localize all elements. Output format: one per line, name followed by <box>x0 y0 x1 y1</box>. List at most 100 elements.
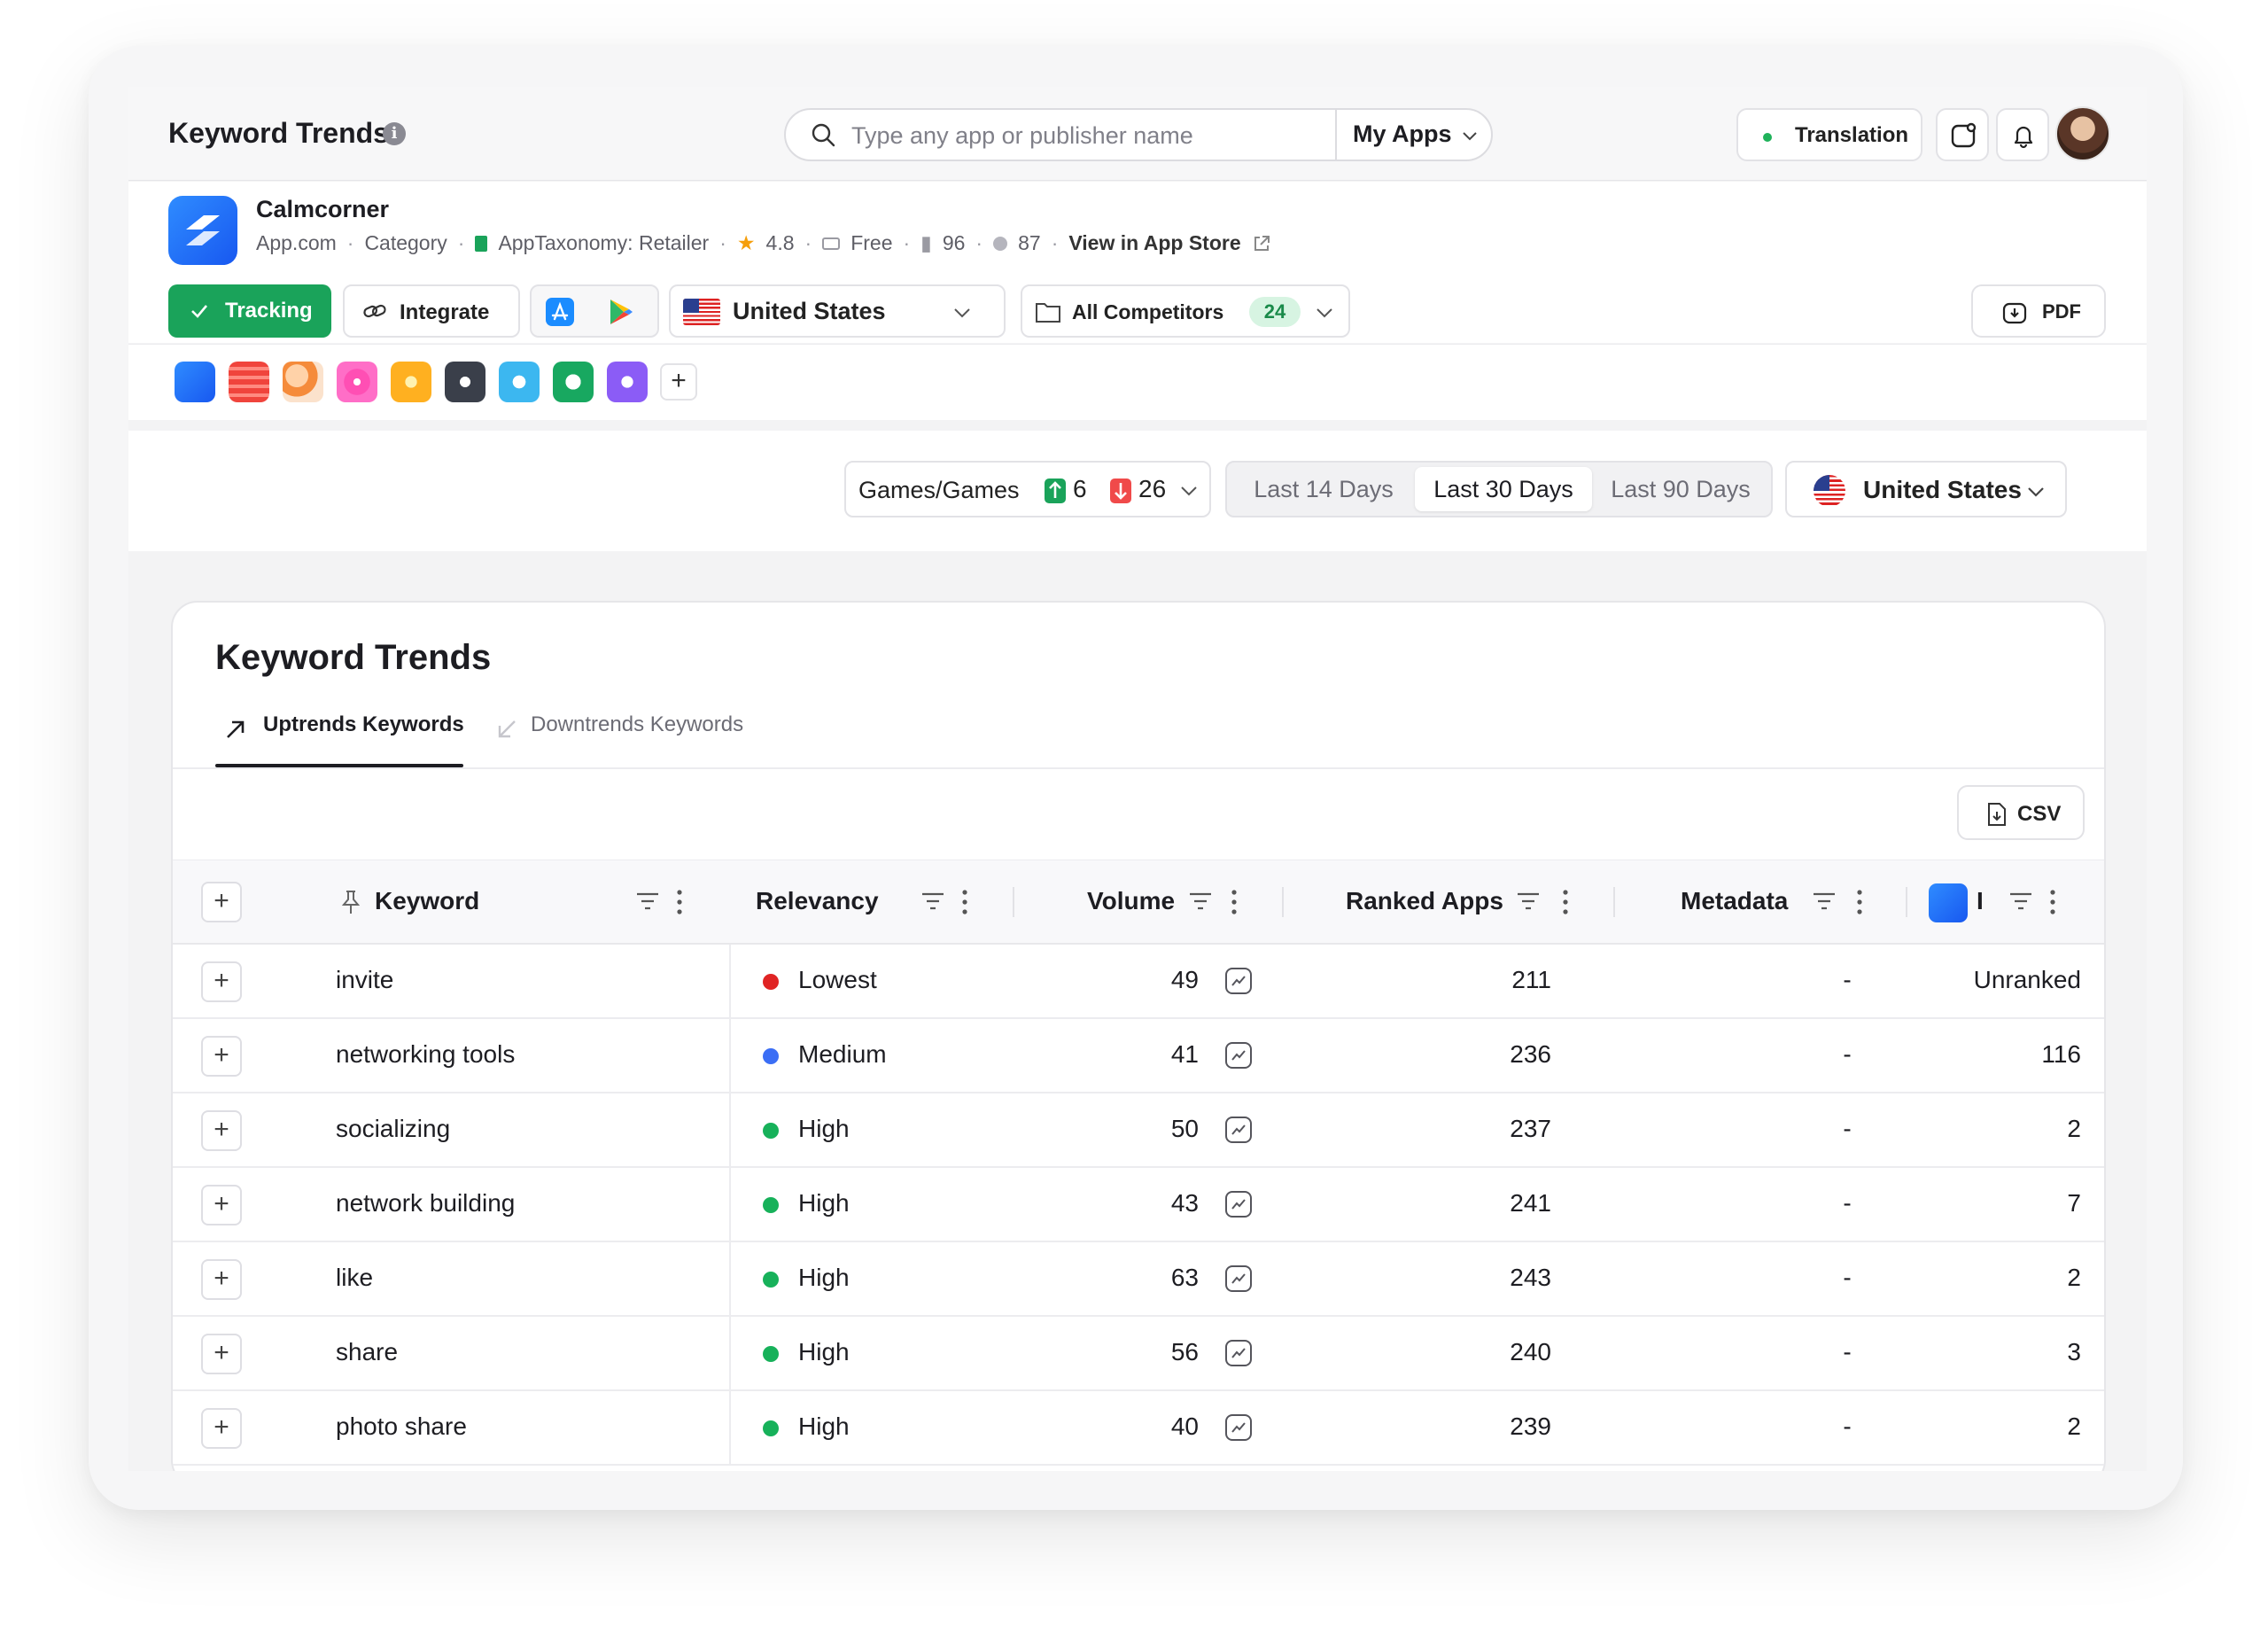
filter-icon[interactable] <box>1516 891 1541 912</box>
add-keyword-button[interactable]: + <box>201 1259 242 1300</box>
csv-label: CSV <box>2017 802 2062 826</box>
period-14-days[interactable]: Last 14 Days <box>1254 476 1394 502</box>
top-bar: Keyword Trends i My Apps Translation <box>128 87 2147 181</box>
column-keyword[interactable]: Keyword <box>375 887 480 914</box>
relevancy-cell: High <box>798 1412 850 1440</box>
whats-new-button[interactable] <box>1936 108 1989 161</box>
trend-chart-icon[interactable] <box>1225 1042 1252 1069</box>
category-select[interactable]: Games/Games 6 26 <box>844 461 1211 517</box>
dark-star-icon[interactable] <box>445 362 485 402</box>
trend-chart-icon[interactable] <box>1225 968 1252 994</box>
relevancy-cell: Lowest <box>798 966 877 993</box>
column-divider <box>729 1019 731 1093</box>
more-vertical-icon[interactable] <box>2049 889 2056 915</box>
pink-flower-icon[interactable] <box>337 362 377 402</box>
ranked-apps-cell: 240 <box>1510 1338 1551 1366</box>
add-competitor-button[interactable]: + <box>660 363 697 401</box>
more-vertical-icon[interactable] <box>1231 889 1238 915</box>
filter-icon[interactable] <box>1188 891 1213 912</box>
period-90-days[interactable]: Last 90 Days <box>1611 476 1751 502</box>
filter-icon[interactable] <box>920 891 945 912</box>
trend-chart-icon[interactable] <box>1225 1117 1252 1143</box>
relevancy-dot <box>763 1123 779 1139</box>
add-keyword-button[interactable]: + <box>201 1110 242 1151</box>
pdf-export-button[interactable]: PDF <box>1971 284 2106 338</box>
translation-toggle[interactable]: Translation <box>1736 108 1922 161</box>
country-select[interactable]: United States <box>669 284 1006 338</box>
add-all-button[interactable]: + <box>201 882 242 922</box>
csv-export-button[interactable]: CSV <box>1957 785 2085 840</box>
google-play-icon[interactable] <box>608 298 634 326</box>
add-keyword-button[interactable]: + <box>201 1408 242 1449</box>
integrate-button[interactable]: Integrate <box>343 284 520 338</box>
more-vertical-icon[interactable] <box>676 889 683 915</box>
purple-burst-icon[interactable] <box>607 362 648 402</box>
tab-uptrends[interactable]: Uptrends Keywords <box>263 712 464 736</box>
more-vertical-icon[interactable] <box>961 889 968 915</box>
column-divider <box>1613 887 1615 917</box>
column-divider <box>1013 887 1014 917</box>
arrow-down-right-icon <box>498 720 516 738</box>
orange-blob-icon[interactable] <box>283 362 323 402</box>
metadata-cell: - <box>1843 1189 1852 1217</box>
avatar[interactable] <box>2055 106 2110 161</box>
developer-link[interactable]: App.com <box>256 231 337 254</box>
yellow-dots-icon[interactable] <box>391 362 431 402</box>
category-link[interactable]: Category <box>364 231 447 254</box>
add-keyword-button[interactable]: + <box>201 961 242 1002</box>
search-icon <box>812 123 835 147</box>
view-store-link[interactable]: View in App Store <box>1068 231 1241 254</box>
add-keyword-button[interactable]: + <box>201 1334 242 1374</box>
column-volume[interactable]: Volume <box>1087 887 1176 914</box>
tab-downtrends[interactable]: Downtrends Keywords <box>531 712 744 736</box>
app-header: Calmcorner App.com · Category · AppTaxonom… <box>128 182 2147 343</box>
pdf-label: PDF <box>2042 300 2081 323</box>
my-apps-dropdown[interactable]: My Apps <box>1353 121 1452 147</box>
chevron-down-icon <box>1463 132 1477 141</box>
app-name: Calmcorner <box>256 196 390 222</box>
rating-value: 4.8 <box>765 231 795 254</box>
country-label: United States <box>733 298 886 324</box>
column-app-rank[interactable]: I <box>1977 887 1984 914</box>
calmcorner-icon[interactable] <box>175 362 215 402</box>
column-relevancy[interactable]: Relevancy <box>756 887 879 914</box>
tracking-button[interactable]: Tracking <box>168 284 331 338</box>
trend-chart-icon[interactable] <box>1225 1265 1252 1292</box>
store-switch[interactable] <box>530 284 659 338</box>
rank-cell: 3 <box>2067 1338 2081 1366</box>
column-metadata[interactable]: Metadata <box>1681 887 1789 914</box>
relevancy-dot <box>763 1048 779 1064</box>
ranked-apps-cell: 243 <box>1510 1264 1551 1291</box>
blue-clover-icon[interactable] <box>499 362 540 402</box>
notifications-button[interactable] <box>1996 108 2049 161</box>
green-circle-icon[interactable] <box>553 362 594 402</box>
download-box-icon <box>2002 302 2027 324</box>
app-store-icon[interactable] <box>546 298 574 326</box>
column-ranked-apps[interactable]: Ranked Apps <box>1346 887 1503 914</box>
table-row: + network building High 43 241 - 7 <box>173 1168 2104 1242</box>
pin-icon[interactable] <box>339 889 362 915</box>
relevancy-dot <box>763 1346 779 1362</box>
red-stripes-icon[interactable] <box>229 362 269 402</box>
trend-chart-icon[interactable] <box>1225 1414 1252 1441</box>
keyword-trends-card: Keyword Trends Uptrends Keywords Downtre… <box>171 601 2106 1471</box>
country-filter-select[interactable]: United States <box>1785 461 2067 517</box>
period-30-days[interactable]: Last 30 Days <box>1415 467 1592 511</box>
add-keyword-button[interactable]: + <box>201 1185 242 1226</box>
us-flag-icon <box>1814 475 1845 507</box>
more-vertical-icon[interactable] <box>1562 889 1569 915</box>
rank-cell: 2 <box>2067 1115 2081 1142</box>
trend-chart-icon[interactable] <box>1225 1340 1252 1366</box>
filter-icon[interactable] <box>1812 891 1837 912</box>
down-count: 26 <box>1138 475 1167 502</box>
trend-chart-icon[interactable] <box>1225 1191 1252 1218</box>
info-icon[interactable]: i <box>383 122 406 145</box>
search-input[interactable] <box>851 121 1294 150</box>
competitors-select[interactable]: All Competitors 24 <box>1021 284 1350 338</box>
add-keyword-button[interactable]: + <box>201 1036 242 1077</box>
filter-icon[interactable] <box>2008 891 2033 912</box>
bell-icon <box>2014 126 2033 149</box>
filter-icon[interactable] <box>635 891 660 912</box>
keyword-cell: socializing <box>336 1115 451 1142</box>
more-vertical-icon[interactable] <box>1856 889 1863 915</box>
